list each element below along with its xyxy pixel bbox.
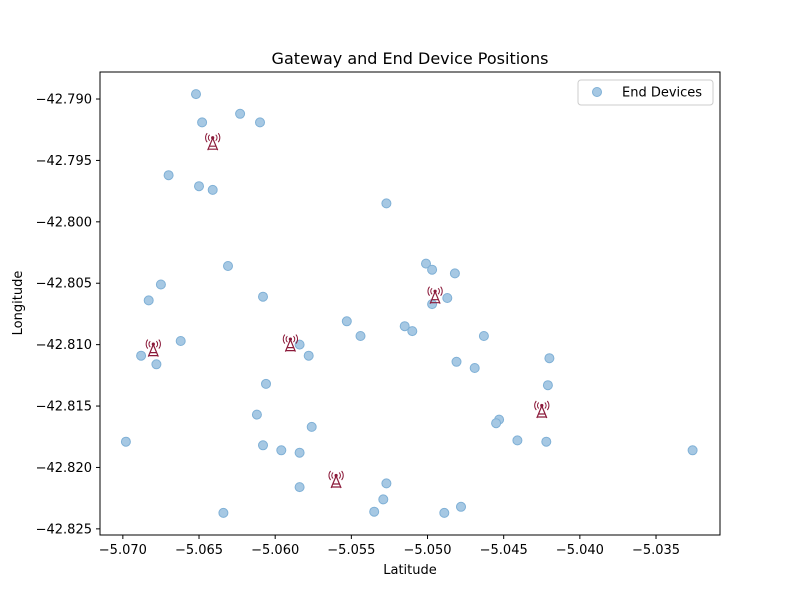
y-tick-label: −42.810 [36,338,92,353]
end-device-point [155,279,166,290]
end-device-point [258,440,268,451]
y-axis-title: Longitude [11,271,26,336]
end-device-point [258,291,268,302]
end-device-point [194,181,204,192]
y-tick-label: −42.825 [36,522,92,537]
end-device-point [197,117,208,128]
end-device-point [218,507,229,518]
end-device-point [235,108,246,119]
x-tick-label: −5.055 [327,543,375,558]
end-device-point [381,198,392,209]
end-device-point [442,293,453,303]
end-device-point [294,339,305,350]
legend: End Devices [577,79,714,106]
end-device-point [427,264,438,275]
x-tick-label: −5.045 [480,543,528,558]
legend-label: End Devices [622,86,702,101]
end-device-point [261,378,271,389]
end-device-point [369,506,380,517]
end-device-point [407,326,418,337]
end-device-point [120,436,131,447]
end-device-point [251,409,262,420]
gateway-markers [145,132,550,489]
y-tick-label: −42.795 [36,154,92,169]
end-device-point [163,170,174,181]
x-tick-label: −5.040 [556,543,604,558]
y-axis: −42.790 −42.795 −42.800 −42.805 −42.810 −42.8… [36,93,100,537]
plot-points [120,89,698,518]
end-device-point [381,478,392,489]
end-device-point [223,261,233,271]
end-device-point [355,331,366,341]
end-device-point [294,447,305,458]
end-device-point [427,299,438,310]
end-device-point [306,421,317,432]
end-device-point [541,436,552,447]
end-device-point [136,350,147,361]
chart-title: Gateway and End Device Positions [272,49,549,68]
y-tick-label: −42.790 [36,93,92,108]
x-tick-label: −5.070 [99,543,147,558]
x-tick-label: −5.060 [251,543,299,558]
gateway-tower-icon [328,470,344,489]
end-device-point [451,356,462,367]
legend-box [577,79,714,106]
end-device-point [491,418,502,429]
end-device-point [143,295,154,306]
end-device-point [544,353,555,364]
end-device-point [303,350,314,361]
end-device-point [456,501,466,512]
plot-area-frame [99,71,721,536]
gateway-tower-icon [534,400,550,419]
gateway-tower-icon [427,286,443,304]
end-device-point [151,359,162,370]
end-device-point [512,435,523,446]
gateway-tower-icon [205,132,221,151]
legend-marker [592,87,602,97]
end-device-point [276,445,287,456]
y-tick-label: −42.820 [36,461,92,476]
y-tick-label: −42.815 [36,400,92,415]
end-device-point [341,316,352,327]
gateway-tower-icon [282,334,298,352]
end-device-point [449,268,460,279]
end-device-point [207,184,218,195]
end-device-point [191,89,201,100]
end-device-point [421,258,431,269]
end-device-point [439,507,450,518]
end-device-point [687,445,698,456]
y-tick-label: −42.800 [36,215,92,230]
x-axis: −5.070 −5.065 −5.060 −5.055 −5.050 −5.045 −5.0… [99,535,680,558]
end-device-point [175,336,186,346]
x-tick-label: −5.050 [403,543,451,558]
y-tick-label: −42.805 [36,277,92,292]
x-axis-title: Latitude [383,563,437,578]
end-device-point [294,482,305,493]
end-device-point [255,117,265,128]
end-device-point [542,380,553,391]
end-device-point [378,494,389,505]
end-device-point [478,331,489,341]
end-device-point [469,363,480,373]
gateway-tower-icon [145,339,161,357]
x-tick-label: −5.065 [175,543,223,558]
end-device-point [399,321,410,332]
x-tick-label: −5.035 [632,543,680,558]
